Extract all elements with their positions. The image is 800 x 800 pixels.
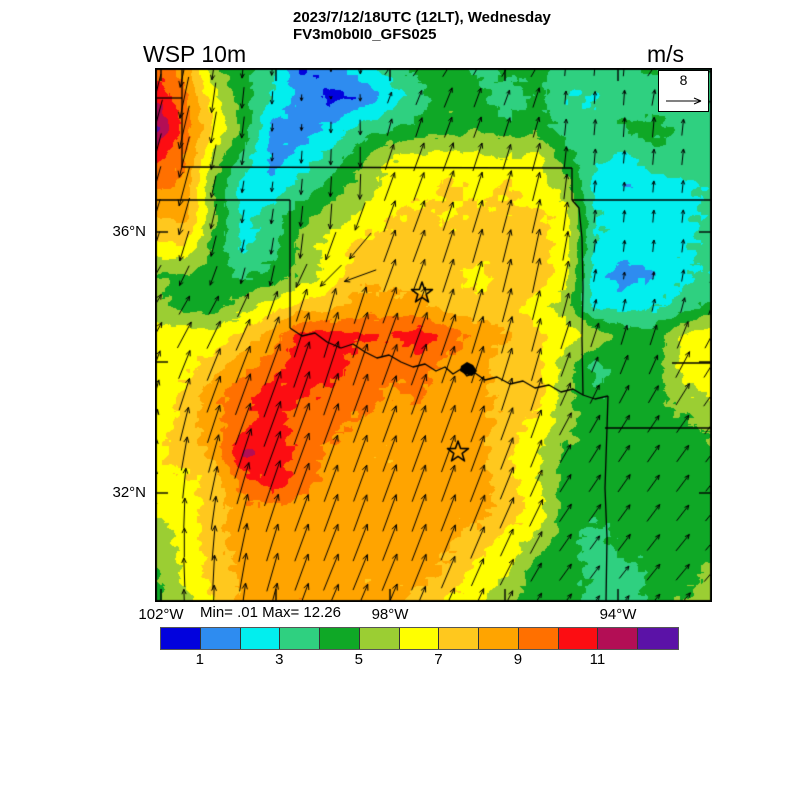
lat-label: 32°N [112, 484, 146, 501]
reference-vector-arrow-icon [666, 97, 702, 105]
colorbar-segment [399, 628, 440, 649]
colorbar-tick-label: 3 [275, 651, 284, 668]
colorbar-tick-label: 7 [434, 651, 443, 668]
colorbar-segment [161, 628, 201, 649]
colorbar-segment [240, 628, 281, 649]
units-label: m/s [646, 41, 684, 67]
lon-label: 98°W [371, 606, 409, 623]
lon-label: 94°W [599, 606, 637, 623]
colorbar-tick-label: 1 [195, 651, 204, 668]
variable-label: WSP 10m [143, 41, 247, 67]
title-datetime: 2023/7/12/18UTC (12LT), Wednesday [293, 9, 551, 26]
reference-vector-value: 8 [679, 72, 688, 88]
colorbar-segment [359, 628, 400, 649]
colorbar [160, 627, 679, 650]
colorbar-segment [320, 628, 360, 649]
lat-label: 36°N [112, 223, 146, 240]
lon-label: 102°W [138, 606, 184, 623]
minmax-annotation: Min= .01 Max= 12.26 [200, 604, 341, 621]
colorbar-segment [200, 628, 241, 649]
colorbar-segment [479, 628, 519, 649]
colorbar-segment [518, 628, 559, 649]
colorbar-segment [598, 628, 639, 649]
colorbar-tick-label: 9 [513, 651, 523, 668]
colorbar-segment [558, 628, 599, 649]
title-model-run: FV3m0b0I0_GFS025 [293, 26, 437, 43]
colorbar-segment [439, 628, 480, 649]
wind-speed-map-canvas [155, 68, 712, 602]
colorbar-tick-label: 5 [354, 651, 364, 668]
colorbar-segment [280, 628, 321, 649]
colorbar-tick-label: 11 [589, 651, 606, 668]
colorbar-segment [638, 628, 678, 649]
reference-vector-box: 8 [658, 70, 709, 112]
